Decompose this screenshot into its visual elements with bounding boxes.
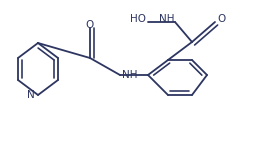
Text: NH: NH [122, 70, 137, 80]
Text: NH: NH [158, 14, 174, 24]
Text: N: N [27, 90, 35, 100]
Text: O: O [86, 20, 94, 30]
Text: O: O [217, 14, 225, 24]
Text: HO: HO [130, 14, 146, 24]
